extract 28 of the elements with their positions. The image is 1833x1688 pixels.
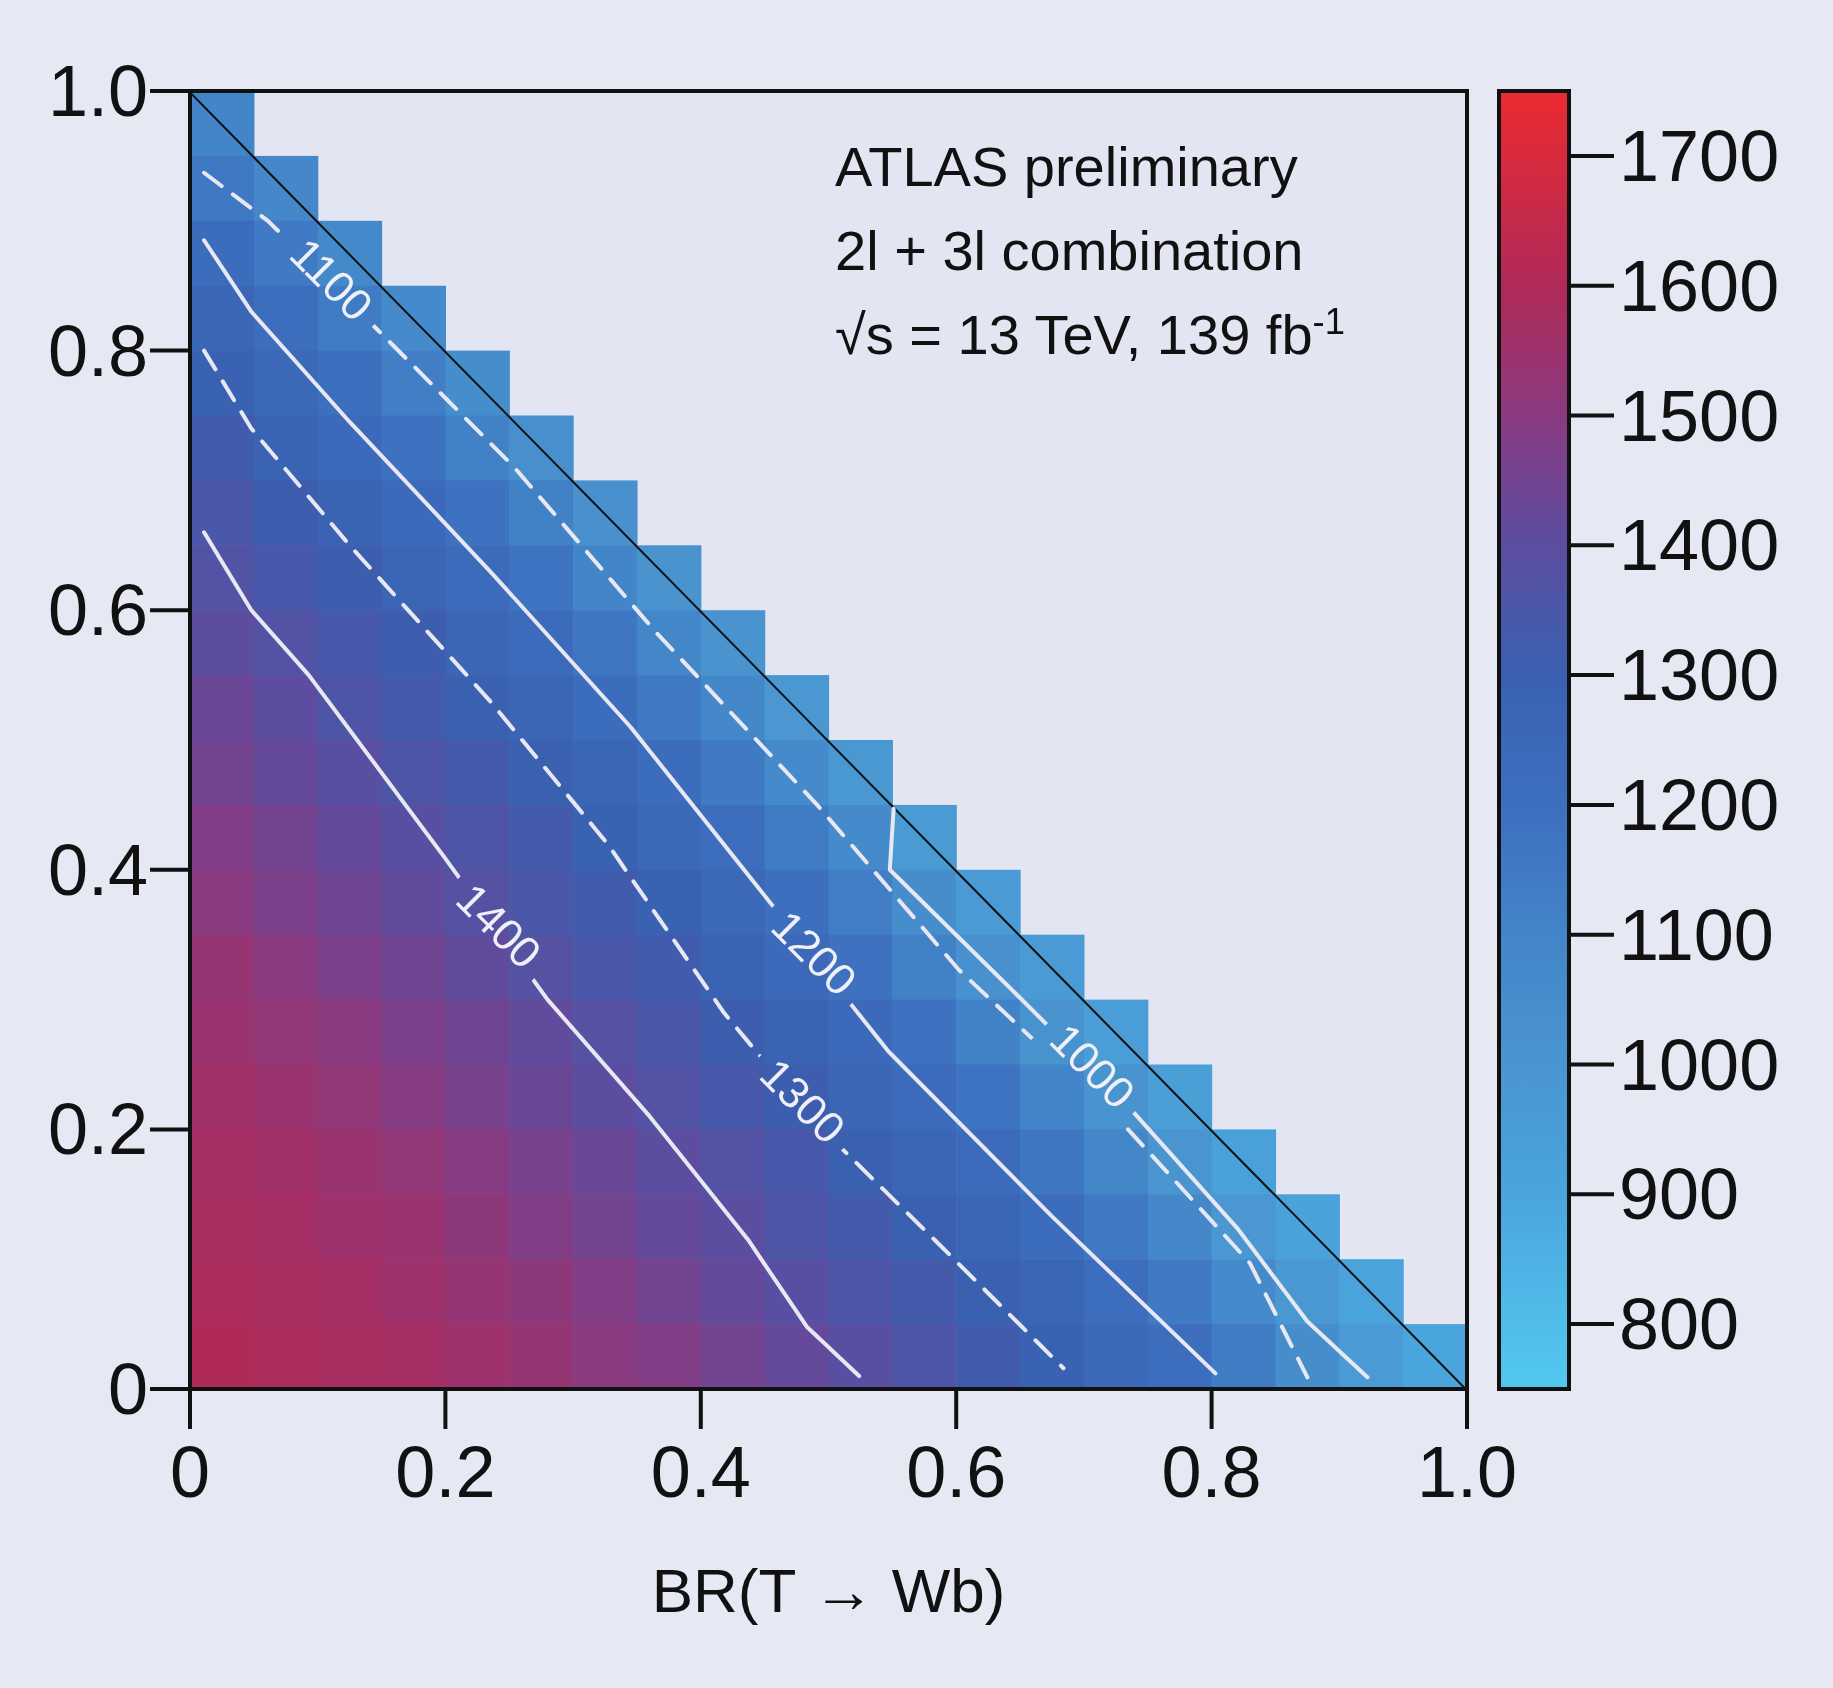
color-bar-label: 1000 — [1619, 1024, 1780, 1105]
y-tick-label: 1.0 — [47, 51, 148, 131]
color-bar-label: 1100 — [1619, 894, 1774, 975]
color-bar-label: 1700 — [1619, 115, 1780, 196]
x-tick-label: 0 — [169, 1432, 211, 1512]
x-tick-label: 0.6 — [906, 1432, 1007, 1512]
color-bar-label: 1300 — [1619, 635, 1780, 716]
y-tick-label: 0 — [107, 1349, 148, 1429]
x-axis-title: BR(T → Wb) — [651, 1556, 1006, 1625]
y-tick-label: 0.8 — [47, 310, 148, 391]
annotation: 2l + 3l combination — [835, 219, 1304, 282]
color-bar-label: 800 — [1619, 1284, 1740, 1365]
color-bar-label: 1200 — [1619, 764, 1780, 845]
x-tick-label: 0.4 — [650, 1432, 751, 1512]
x-tick-label: 1.0 — [1416, 1432, 1518, 1512]
color-bar-label: 1600 — [1619, 245, 1780, 326]
color-bar-label: 1500 — [1619, 375, 1780, 456]
color-bar-label: 900 — [1619, 1154, 1740, 1235]
line-series — [202, 530, 862, 1379]
y-tick-label: 0.4 — [47, 829, 148, 910]
color-bar-label: 1400 — [1619, 505, 1780, 586]
y-tick-label: 0.6 — [47, 570, 148, 651]
annotation: √s = 13 TeV, 139 fb$^{-1}$ — [835, 300, 1345, 366]
annotation: ATLAS preliminary — [835, 135, 1298, 198]
x-tick-label: 0.8 — [1161, 1432, 1262, 1512]
y-tick-label: 0.2 — [47, 1089, 148, 1170]
line-series — [887, 806, 1370, 1380]
x-tick-label: 0.2 — [395, 1432, 496, 1512]
